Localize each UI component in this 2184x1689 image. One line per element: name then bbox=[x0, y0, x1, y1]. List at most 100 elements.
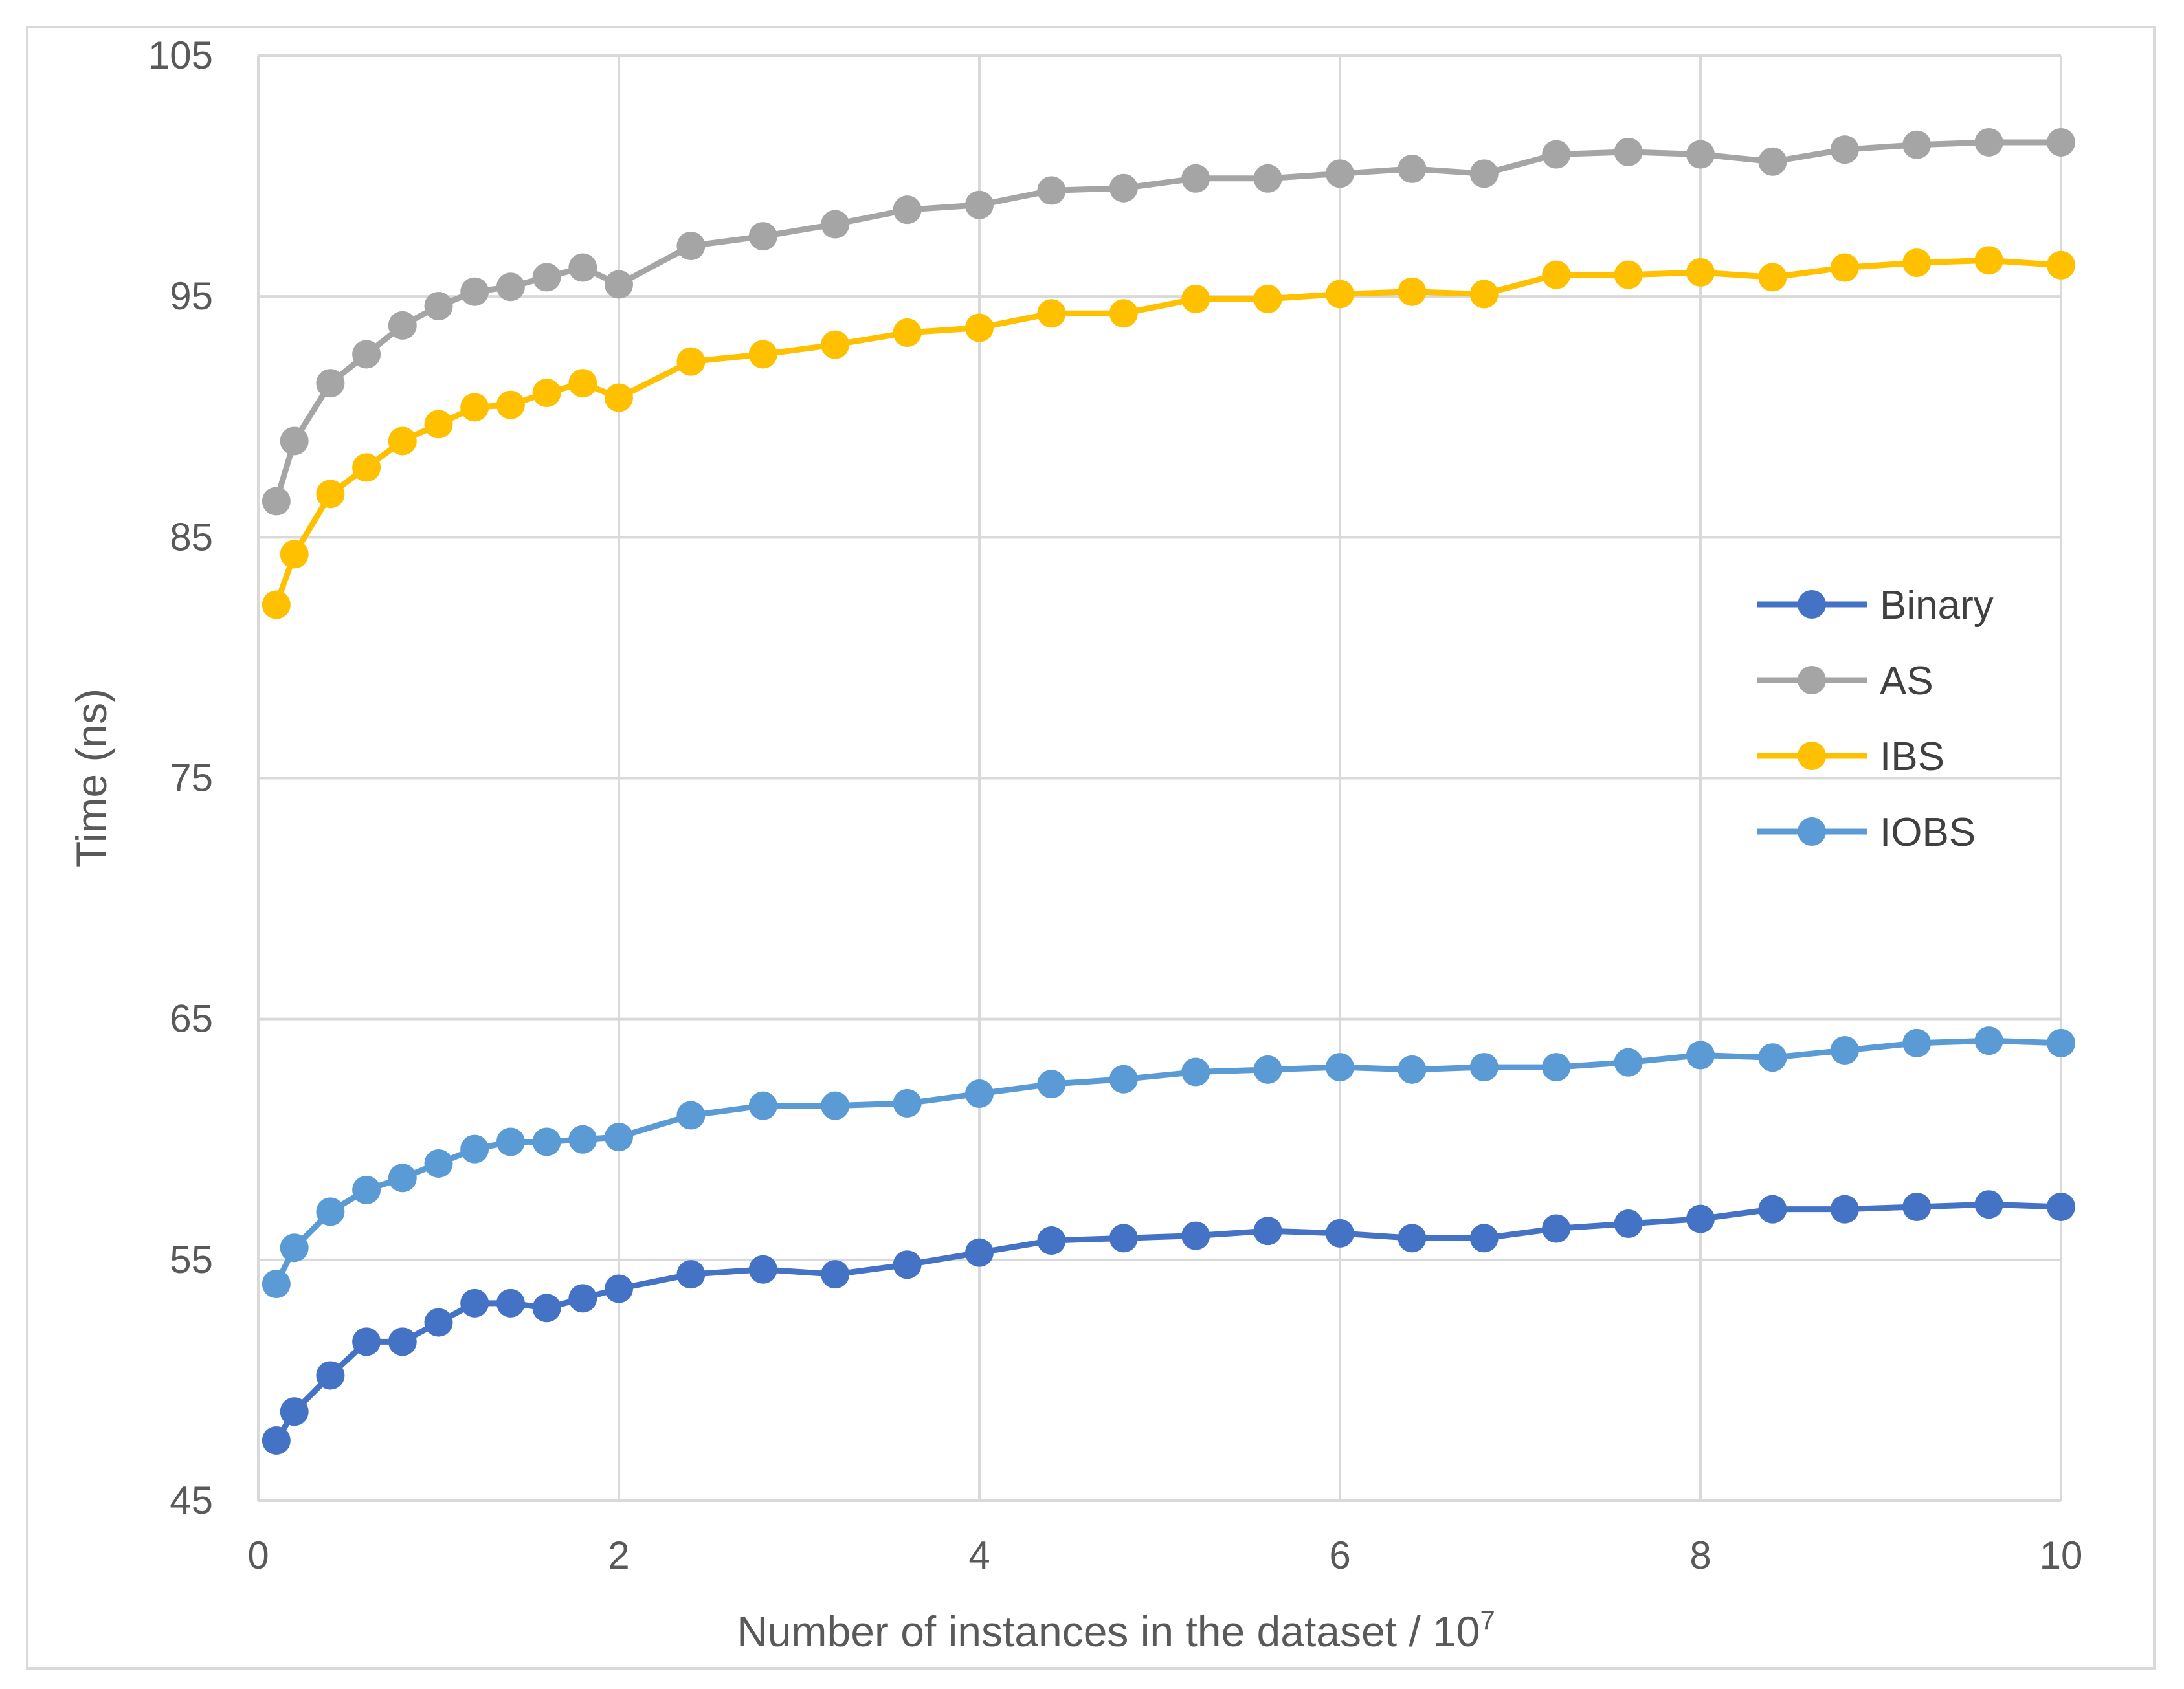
data-point-binary bbox=[1686, 1204, 1715, 1233]
data-point-ibs bbox=[352, 453, 381, 482]
data-point-as bbox=[676, 232, 706, 261]
line-chart: 45 55 65 75 85 95 105 0 2 4 6 8 10 Time (ns) Number … bbox=[67, 34, 2083, 1655]
data-point-binary bbox=[1974, 1190, 2003, 1219]
data-point-as bbox=[965, 190, 994, 219]
y-tick-label: 105 bbox=[148, 34, 213, 77]
data-point-binary bbox=[1614, 1209, 1643, 1239]
data-point-ibs bbox=[605, 383, 633, 412]
data-point-as bbox=[821, 210, 850, 239]
data-point-ibs bbox=[1902, 248, 1932, 278]
data-point-ibs bbox=[1614, 260, 1643, 289]
legend-marker-binary bbox=[1798, 590, 1826, 619]
data-point-binary bbox=[352, 1327, 381, 1356]
data-point-as bbox=[496, 272, 525, 302]
data-point-as bbox=[1181, 164, 1210, 193]
x-tick-label: 8 bbox=[1689, 1534, 1711, 1577]
data-point-ibs bbox=[262, 590, 291, 619]
data-point-ibs bbox=[424, 410, 453, 439]
data-point-iobs bbox=[748, 1091, 777, 1120]
data-point-binary bbox=[1469, 1224, 1499, 1253]
y-tick-label: 95 bbox=[170, 274, 213, 318]
data-point-iobs bbox=[262, 1270, 291, 1299]
data-point-ibs bbox=[1181, 284, 1210, 313]
data-point-as bbox=[262, 487, 291, 516]
data-point-ibs bbox=[1326, 280, 1354, 309]
data-point-iobs bbox=[352, 1175, 381, 1204]
data-point-as bbox=[1037, 176, 1066, 205]
data-point-as bbox=[2047, 127, 2075, 157]
data-point-as bbox=[748, 222, 777, 251]
data-point-ibs bbox=[1974, 246, 2003, 275]
x-tick-label: 6 bbox=[1329, 1534, 1350, 1577]
data-point-iobs bbox=[496, 1127, 525, 1156]
data-point-binary bbox=[568, 1284, 597, 1313]
data-point-iobs bbox=[1181, 1057, 1210, 1087]
x-tick-label: 2 bbox=[608, 1534, 629, 1577]
series-line-as bbox=[273, 139, 2061, 502]
y-tick-label: 85 bbox=[170, 515, 213, 558]
data-point-binary bbox=[605, 1274, 633, 1303]
data-point-binary bbox=[676, 1260, 706, 1289]
y-tick-label: 75 bbox=[170, 756, 213, 800]
data-point-ibs bbox=[893, 318, 922, 347]
x-axis-title-exponent: 7 bbox=[1480, 1605, 1495, 1635]
data-point-binary bbox=[893, 1250, 922, 1279]
data-point-iobs bbox=[1974, 1026, 2003, 1055]
data-point-ibs bbox=[460, 393, 489, 422]
data-point-iobs bbox=[424, 1149, 453, 1178]
data-point-binary bbox=[1037, 1226, 1066, 1255]
data-point-binary bbox=[2047, 1192, 2075, 1221]
data-point-as bbox=[1902, 130, 1932, 159]
series-line-binary bbox=[274, 1201, 2062, 1442]
data-point-binary bbox=[748, 1255, 777, 1284]
y-axis-title: Time (ns) bbox=[67, 689, 115, 867]
data-point-as bbox=[388, 311, 417, 340]
data-point-iobs bbox=[568, 1125, 597, 1154]
legend-label-binary: Binary bbox=[1880, 583, 1994, 628]
legend-marker-iobs bbox=[1798, 817, 1826, 846]
data-point-iobs bbox=[388, 1164, 417, 1193]
data-point-binary bbox=[1758, 1195, 1787, 1224]
data-point-iobs bbox=[1614, 1048, 1643, 1077]
data-point-binary bbox=[496, 1288, 525, 1318]
data-point-as bbox=[1542, 140, 1571, 169]
data-point-iobs bbox=[1037, 1070, 1066, 1099]
data-point-iobs bbox=[1109, 1065, 1138, 1094]
legend-label-as: AS bbox=[1880, 659, 1933, 703]
data-point-ibs bbox=[1542, 260, 1571, 289]
data-point-ibs bbox=[965, 313, 994, 342]
data-point-ibs bbox=[821, 330, 850, 359]
data-point-binary bbox=[1830, 1195, 1859, 1224]
data-point-binary bbox=[1398, 1224, 1427, 1253]
data-point-binary bbox=[1542, 1214, 1571, 1243]
data-point-as bbox=[316, 369, 345, 398]
x-tick-label: 10 bbox=[2040, 1534, 2083, 1577]
data-point-ibs bbox=[388, 426, 417, 456]
data-point-ibs bbox=[748, 340, 777, 369]
data-point-binary bbox=[532, 1294, 561, 1323]
data-point-binary bbox=[460, 1288, 489, 1318]
series-layer bbox=[262, 127, 2075, 1455]
data-point-iobs bbox=[460, 1134, 489, 1164]
y-tick-label: 65 bbox=[170, 997, 213, 1041]
data-point-as bbox=[605, 270, 633, 299]
data-point-ibs bbox=[568, 369, 597, 398]
data-point-binary bbox=[316, 1361, 345, 1390]
data-point-binary bbox=[1253, 1217, 1282, 1246]
legend-label-ibs: IBS bbox=[1880, 734, 1944, 779]
data-point-as bbox=[1109, 173, 1138, 203]
data-point-iobs bbox=[532, 1127, 561, 1156]
data-point-iobs bbox=[1253, 1055, 1282, 1084]
data-point-iobs bbox=[1902, 1028, 1932, 1057]
data-point-as bbox=[568, 253, 597, 282]
data-point-ibs bbox=[496, 390, 525, 419]
data-point-iobs bbox=[1758, 1043, 1787, 1072]
data-point-as bbox=[1469, 159, 1499, 188]
data-point-iobs bbox=[2047, 1028, 2075, 1057]
data-point-ibs bbox=[316, 480, 345, 509]
x-axis-title: Number of instances in the dataset / 107 bbox=[737, 1605, 1495, 1655]
data-point-iobs bbox=[1686, 1041, 1715, 1070]
data-point-binary bbox=[424, 1308, 453, 1337]
data-point-as bbox=[424, 292, 453, 321]
data-point-iobs bbox=[821, 1091, 850, 1120]
